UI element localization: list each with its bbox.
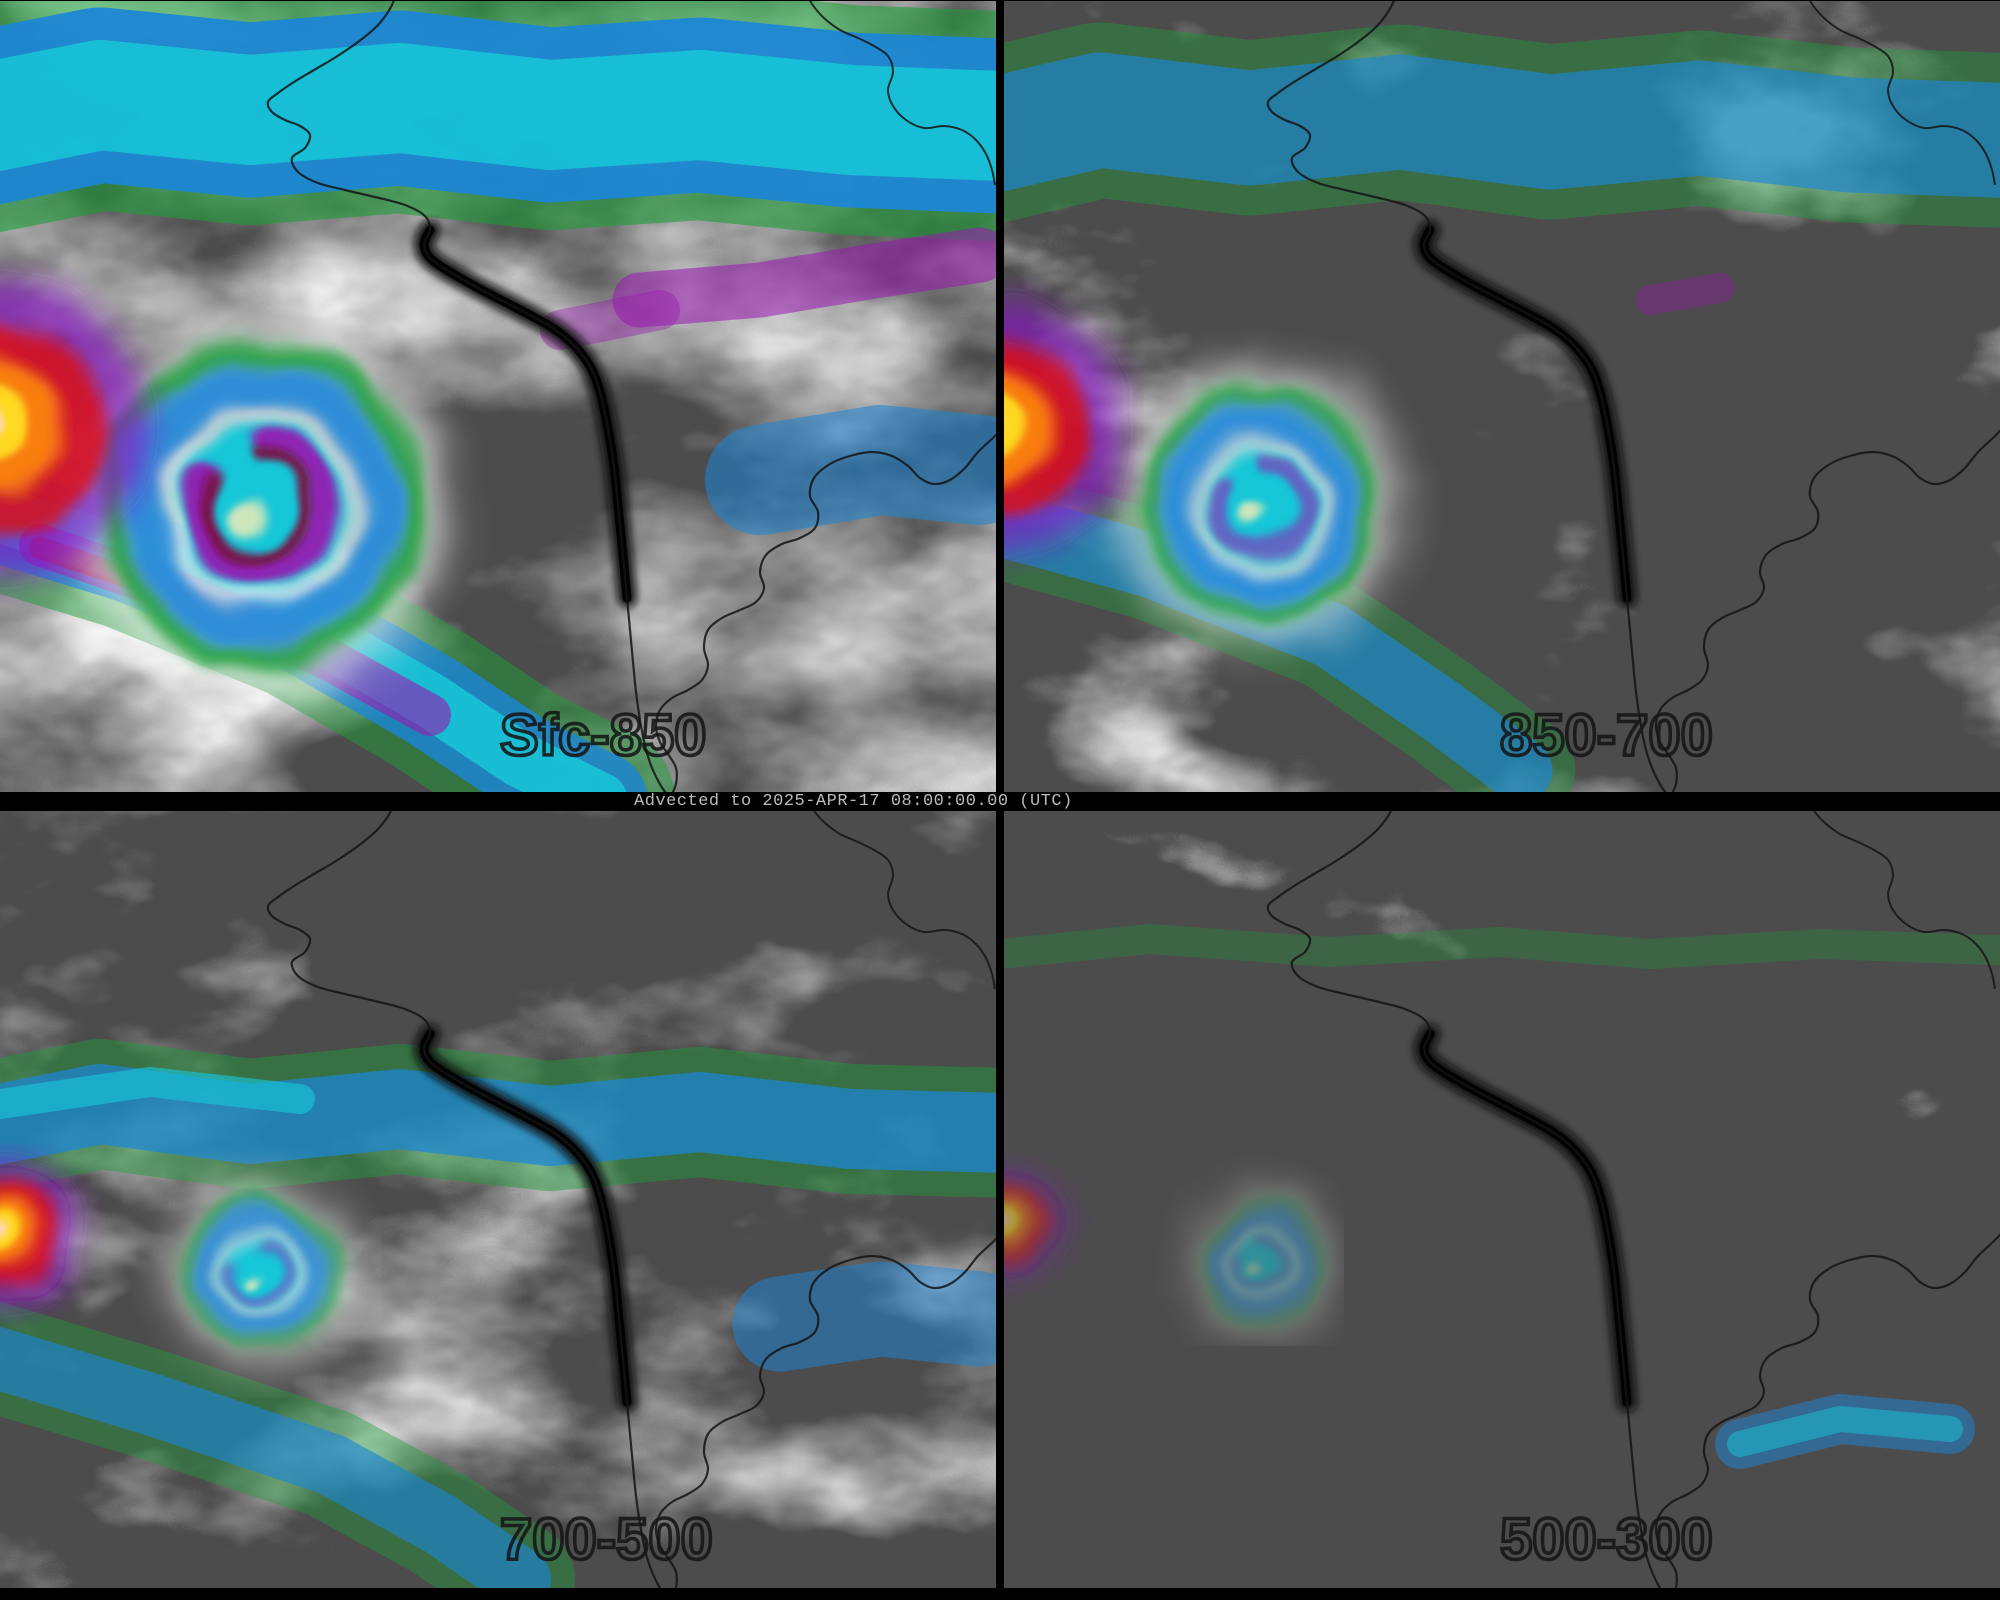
svg-text:Sfc-850: Sfc-850 <box>500 703 706 768</box>
svg-text:500-300: 500-300 <box>1500 1507 1713 1572</box>
svg-text:700-500: 700-500 <box>500 1507 713 1572</box>
svg-text:850-700: 850-700 <box>1500 703 1713 768</box>
